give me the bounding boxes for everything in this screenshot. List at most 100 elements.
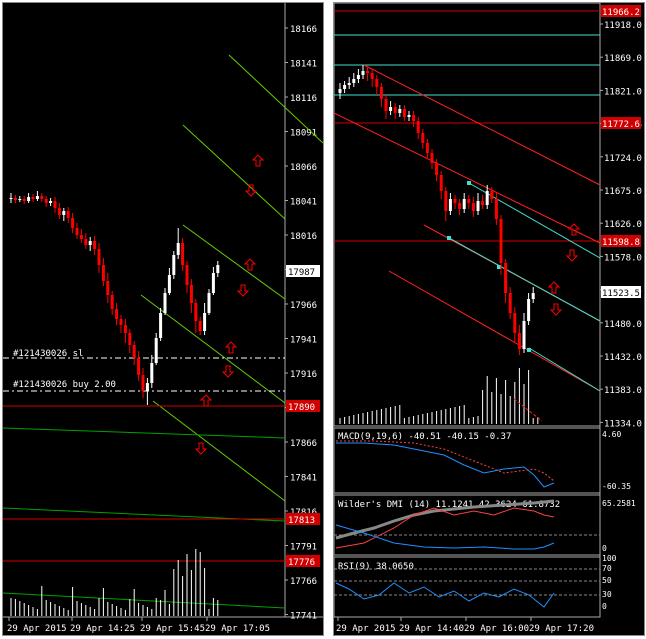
arrow-up-icon — [243, 258, 257, 271]
sl-order-label: #121430026 sl — [13, 349, 83, 359]
candle — [185, 265, 189, 285]
candle — [211, 273, 215, 293]
adx-line — [335, 499, 555, 540]
volume-trend-line — [513, 398, 543, 422]
candle — [361, 71, 365, 75]
candle — [27, 197, 31, 201]
candle — [494, 199, 498, 219]
current-price-label: 17987 — [288, 268, 315, 278]
candle — [458, 203, 462, 209]
arrow-up-icon — [251, 154, 265, 167]
dmi-scale-top: 65.2581 — [602, 499, 636, 508]
channel-line — [334, 112, 601, 244]
arrow-down-icon — [194, 442, 208, 455]
price-label: 11334.0 — [604, 419, 642, 429]
candle — [66, 211, 70, 218]
candle — [435, 163, 439, 175]
candle — [9, 198, 13, 199]
current-price-badge — [601, 286, 641, 298]
candle — [356, 75, 360, 79]
candle — [425, 143, 429, 153]
time-label: 29 Apr 17:05 — [205, 624, 270, 634]
candle — [101, 265, 105, 281]
candle — [115, 309, 119, 319]
candle — [402, 109, 406, 117]
candle — [453, 199, 457, 203]
candle — [471, 203, 475, 211]
price-label: 11821.0 — [604, 87, 642, 97]
price-label: 17866 — [290, 439, 317, 449]
candle — [79, 235, 83, 239]
candle — [203, 313, 207, 331]
price-label: 11724.0 — [604, 154, 642, 164]
candle — [84, 239, 88, 245]
dmi-scale-bottom: 0 — [602, 544, 607, 553]
price-label: 17916 — [290, 370, 317, 380]
channel-line — [182, 124, 286, 220]
current-price-label: 11523.5 — [602, 289, 640, 299]
left-chart-window[interactable]: 1816618141181161809118066180411801617991… — [2, 2, 324, 636]
candle — [128, 333, 132, 345]
left-chart-canvas[interactable]: 1816618141181161809118066180411801617991… — [3, 3, 323, 635]
candle — [88, 241, 92, 245]
price-label: 18166 — [290, 25, 317, 35]
candle — [57, 208, 61, 215]
price-label: 17966 — [290, 301, 317, 311]
arrow-down-icon — [221, 365, 235, 378]
price-label: 17766 — [290, 577, 317, 587]
candle — [517, 333, 521, 349]
arrow-up-icon — [547, 281, 561, 294]
candle — [106, 281, 110, 295]
pivot-marker — [527, 348, 531, 352]
time-label: 29 Apr 17:20 — [529, 624, 594, 634]
arrow-down-icon — [565, 249, 579, 262]
price-label: 18066 — [290, 163, 317, 173]
candle — [35, 196, 39, 199]
price-label: 18091 — [290, 129, 317, 139]
right-chart-window[interactable]: 11918.0 11869.0 11821.0 11772.6 11724.0 11675… — [333, 2, 645, 636]
channel-line — [388, 270, 601, 392]
current-price-badge — [286, 265, 320, 277]
channel-line — [448, 237, 601, 322]
candle — [44, 199, 48, 203]
candle — [22, 199, 26, 201]
candle — [71, 218, 75, 228]
candle — [163, 293, 167, 313]
macd-signal-line — [336, 440, 555, 482]
price-badge-label: 17813 — [288, 516, 315, 526]
candle — [444, 191, 448, 211]
rsi-label: RSI(9) 38.0650 — [338, 562, 414, 572]
candle — [430, 153, 434, 163]
price-label: 17841 — [290, 474, 317, 484]
candle — [194, 303, 198, 321]
macd-scale-bottom: -60.35 — [602, 482, 631, 491]
right-chart-canvas[interactable]: 11918.0 11869.0 11821.0 11772.6 11724.0 11675… — [334, 3, 644, 635]
rsi-scale-label: 0 — [602, 602, 607, 611]
price-label: 18116 — [290, 94, 317, 104]
candle — [448, 199, 452, 211]
arrow-up-icon — [567, 223, 581, 236]
buy-order-label: #121430026 buy 2.00 — [13, 380, 116, 390]
macd-line — [336, 442, 555, 488]
candle — [338, 89, 342, 93]
price-badge-label: 17776 — [288, 558, 315, 568]
price-badge — [286, 555, 320, 567]
candle — [384, 99, 388, 111]
candle — [375, 79, 379, 87]
price-badge — [601, 117, 641, 129]
level-line — [3, 427, 286, 439]
candle — [176, 243, 180, 255]
candle — [467, 199, 471, 203]
candle — [216, 265, 220, 273]
arrow-up-icon — [224, 341, 238, 354]
candle — [31, 197, 35, 199]
price-label: 11480.0 — [604, 320, 642, 330]
rsi-line — [335, 582, 555, 608]
candle — [62, 211, 66, 215]
candle — [421, 133, 425, 143]
price-badge — [601, 5, 641, 17]
candle — [527, 299, 531, 321]
macd-label: MACD(9,19,6) -40.51 -40.15 -0.37 — [338, 432, 511, 442]
arrow-down-icon — [549, 303, 563, 316]
dmi-minus-line — [335, 507, 555, 549]
